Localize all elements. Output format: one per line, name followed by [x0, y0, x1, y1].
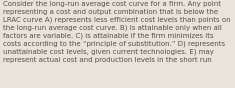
- Text: Consider the long-run average cost curve for a firm. Any point
representing a co: Consider the long-run average cost curve…: [3, 1, 231, 63]
